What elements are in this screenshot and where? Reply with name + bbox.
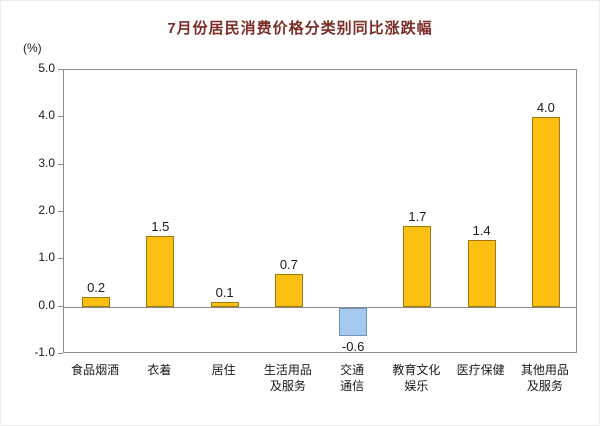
x-axis-category-label-line: 衣着 xyxy=(147,363,172,377)
bar-value-label: 4.0 xyxy=(536,100,555,116)
zero-gridline xyxy=(64,307,576,308)
y-axis-tick-label: 0.0 xyxy=(38,297,55,312)
bar-1-positive xyxy=(82,297,111,307)
bar-3-positive xyxy=(210,301,239,307)
x-axis-category-label-line: 及服务 xyxy=(526,379,563,394)
bar-value-label: 1.4 xyxy=(472,223,491,239)
bar-value-label: 1.7 xyxy=(408,209,427,225)
bar-value-label: 0.2 xyxy=(87,280,106,296)
x-axis-category-label: 医疗保健 xyxy=(441,362,521,378)
bar-value-label: 0.7 xyxy=(279,256,298,272)
x-axis-category-label: 衣着 xyxy=(119,362,199,378)
y-axis-tick-mark xyxy=(58,211,63,212)
bar-8-positive xyxy=(531,117,560,307)
y-axis-tick-mark xyxy=(58,116,63,118)
x-axis-category-label: 交通 通信 xyxy=(312,362,392,394)
bar-6-positive xyxy=(403,226,432,307)
x-axis-category-label: 居住 xyxy=(184,362,264,378)
y-axis-tick-mark xyxy=(58,258,63,260)
x-axis-category-label-line: 医疗保健 xyxy=(456,363,505,377)
y-axis-tick-mark xyxy=(58,305,63,307)
y-axis-tick-label: 2.0 xyxy=(38,203,55,217)
x-axis-category-label-line: 生活用品 xyxy=(263,363,312,377)
chart-title: 7月份居民消费价格分类别同比涨跌幅 xyxy=(167,20,433,37)
x-axis-category-label: 生活用品 及服务 xyxy=(248,362,328,394)
y-axis-tick-mark xyxy=(58,353,63,354)
bar-value-label: -0.6 xyxy=(341,339,365,355)
x-axis-category-label-line: 娱乐 xyxy=(404,379,429,394)
x-axis-category-label-line: 及服务 xyxy=(269,379,306,394)
bar-2-positive xyxy=(146,235,175,307)
x-axis-category-label-line: 通信 xyxy=(340,379,365,394)
y-axis-unit-label: (%) xyxy=(23,41,42,55)
bar-value-label: 0.1 xyxy=(215,284,234,300)
y-axis-tick-label: -1.0 xyxy=(34,345,55,359)
x-axis-category-label-line: 其他用品 xyxy=(520,363,569,377)
plot-area: 0.2 1.5 0.1 0.7 -0.6 1.7 1.4 4.0 xyxy=(63,69,577,355)
y-axis-tick-label: 5.0 xyxy=(38,61,55,75)
bar-4-positive xyxy=(274,273,303,307)
bar-value-label: 1.5 xyxy=(151,218,170,234)
y-axis-tick-mark xyxy=(58,163,63,165)
x-axis-category-label: 食品烟酒 xyxy=(55,362,135,378)
x-axis-category-label-line: 教育文化 xyxy=(392,363,441,377)
x-axis-category-label-line: 交通 xyxy=(340,363,365,377)
bar-7-positive xyxy=(467,240,496,307)
y-axis-tick-label: 1.0 xyxy=(38,250,55,265)
x-axis-category-label: 其他用品 及服务 xyxy=(505,362,585,394)
x-axis-category-label: 教育文化 娱乐 xyxy=(376,362,456,394)
y-axis-tick-label: 4.0 xyxy=(38,108,55,123)
y-axis-tick-mark xyxy=(58,69,63,70)
y-axis-tick-label: 3.0 xyxy=(38,155,55,170)
bar-5-negative xyxy=(339,307,368,337)
x-axis-category-label-line: 食品烟酒 xyxy=(71,363,120,377)
x-axis-category-label-line: 居住 xyxy=(211,363,236,377)
